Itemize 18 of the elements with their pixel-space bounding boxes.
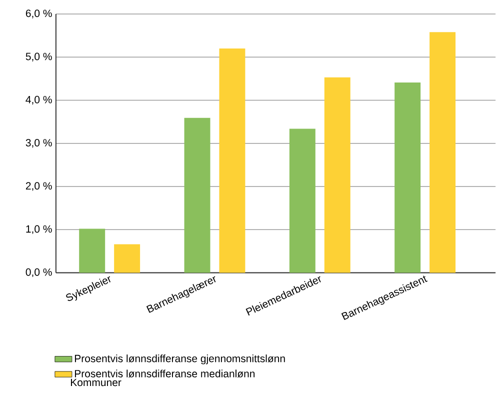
text: Kommuner <box>70 379 122 386</box>
y-tick-label: 3,0 % <box>26 139 52 148</box>
bar <box>324 78 350 273</box>
y-tick-label: 5,0 % <box>26 52 52 62</box>
y-tick-label: 2,0 % <box>26 182 52 192</box>
y-tick-label: 0,0 % <box>26 268 52 278</box>
bar <box>79 228 106 273</box>
bar <box>184 118 210 273</box>
y-tick-label: 1,0 % <box>26 225 52 234</box>
y-tick-label: 4,0 % <box>26 96 52 105</box>
bar <box>430 32 456 273</box>
bar <box>394 82 421 273</box>
bar <box>219 48 246 273</box>
legend-label: Prosentvis lønnsdifferanse gjennomsnittslønn <box>74 354 285 364</box>
bar <box>289 128 316 273</box>
y-tick-label: 6,0 % <box>26 10 52 19</box>
bar <box>114 244 140 273</box>
legend-label: Prosentvis lønnsdifferanse medianlønn <box>74 370 255 378</box>
